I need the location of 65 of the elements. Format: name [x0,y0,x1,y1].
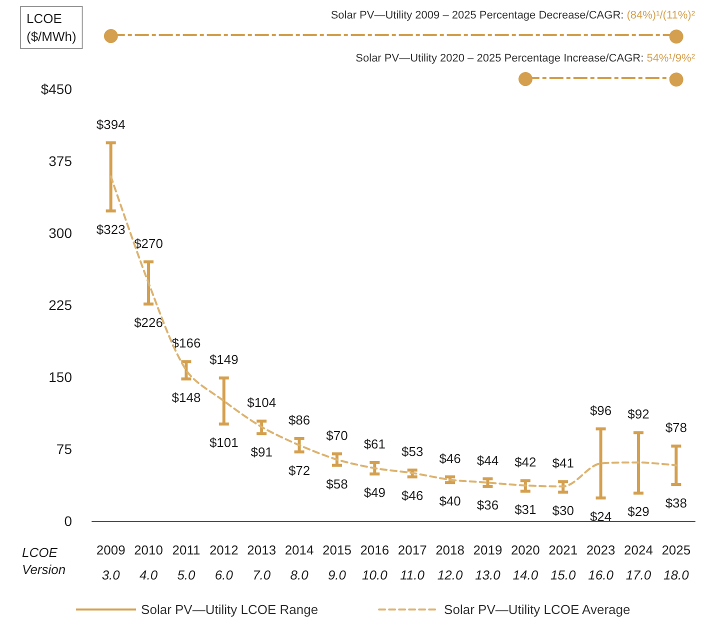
annotation: $149 [209,352,238,367]
legend-label: Solar PV—Utility LCOE Range [141,602,318,617]
annotation: $101 [209,435,238,450]
annotation: $92 [628,406,650,422]
annotation: $78 [665,420,688,436]
x-tick-label: 2012 6.0 [209,542,238,582]
y-tick-label: 150 [48,369,72,385]
annotation: $104 [247,395,276,410]
annotation: $42 [514,454,536,470]
y-axis-title: LCOE ($/MWh) [26,11,76,44]
annotation: $36 [476,497,499,512]
annotation: $226 [134,315,163,330]
x-tick-label: 2017 11.0 [398,542,427,582]
annotation: $31 [514,502,536,518]
annotation: $270 [134,236,163,251]
annotation: $46 [439,450,461,466]
annotation: $72 [288,462,310,478]
legend-label: Solar PV—Utility LCOE Average [444,602,630,617]
bar [599,428,602,498]
x-tick-label: 2013 7.0 [247,542,276,582]
annotation: $44 [476,452,499,468]
annotation: $40 [439,494,461,509]
x-tick-label: 2020 14.0 [510,542,540,582]
annotation: $166 [172,336,201,351]
annotation: $46 [401,488,424,503]
x-tick-label: 2015 9.0 [322,542,352,582]
x-tick-label: 2019 13.0 [473,542,502,582]
annotation: $30 [552,503,574,518]
y-tick-label: 0 [64,513,72,529]
x-tick-label: 2014 8.0 [284,542,314,582]
x-tick-label: 2016 10.0 [360,542,390,582]
x-tick-label: 2021 15.0 [548,542,578,582]
x-tick-label: 2025 18.0 [662,542,691,582]
annotation: $49 [364,484,386,500]
annotation: $41 [552,456,574,471]
annotation: $91 [250,444,272,460]
y-tick-label: 375 [48,153,72,169]
annotation: $323 [96,222,126,237]
annotation: $24 [590,508,612,524]
x-tick-label: 2024 17.0 [624,542,653,582]
x-tick-label: 2010 4.0 [134,542,163,582]
y-tick-label: 225 [48,297,72,313]
text: Solar PV—Utility 2020 – 2025 Percentage Increase/CAGR: 54%¹/9%² [356,52,696,64]
text: Solar PV—Utility 2009 – 2025 Percentage Decrease/CAGR: (84%)¹/(11%)² [330,10,696,22]
x-tick-label: 2011 5.0 [172,542,200,582]
bar [636,432,640,494]
x-tick-label: 2023 16.0 [586,542,616,582]
annotation: $86 [288,412,310,428]
x-axis-title: LCOE Version [22,545,66,577]
y-tick-label: 300 [48,225,72,241]
bar [109,142,112,211]
annotation: $53 [401,444,424,460]
x-tick-label: 2009 3.0 [96,542,126,582]
x-tick-label: 2018 12.0 [436,542,464,582]
annotation: $58 [326,476,348,492]
annotation: $29 [628,504,650,520]
bar [222,378,226,424]
annotation: $70 [326,428,348,443]
annotation: $61 [364,436,386,452]
annotation: $38 [665,496,688,511]
y-tick-label: $450 [40,81,72,97]
annotation: $148 [172,390,201,405]
annotation: $394 [96,116,126,132]
annotation: $96 [590,402,612,418]
y-tick-label: 75 [56,441,72,457]
